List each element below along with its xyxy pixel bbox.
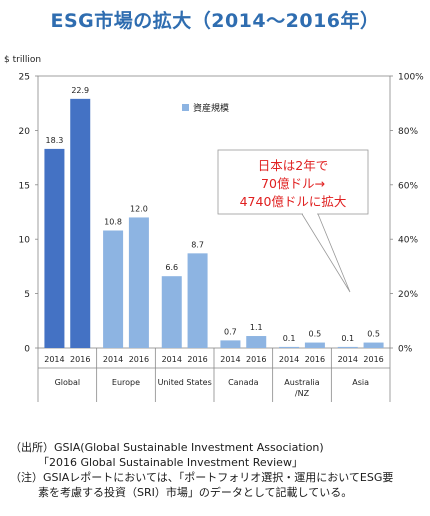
data-label: 0.7 <box>224 327 237 336</box>
bar-global-2014 <box>44 148 65 348</box>
note-continued-line: 素を考慮する投資（SRI）市場」のデータとして記載している。 <box>38 486 353 499</box>
year-tick-label: 2014 <box>338 355 358 364</box>
data-label: 1.1 <box>250 323 263 332</box>
year-tick-label: 2016 <box>363 355 383 364</box>
data-label: 22.9 <box>71 86 89 95</box>
y2-tick-label: 80% <box>398 127 418 137</box>
y2-tick-label: 20% <box>398 290 418 300</box>
source-notes: （出所）GSIA(Global Sustainable Investment A… <box>10 440 424 500</box>
year-tick-label: 2016 <box>187 355 207 364</box>
y2-tick-label: 0% <box>398 345 413 355</box>
year-tick-label: 2014 <box>279 355 299 364</box>
legend-swatch <box>182 104 189 111</box>
y-tick-label: 5 <box>24 290 30 300</box>
data-label: 0.5 <box>309 330 322 339</box>
bar-europe-2016 <box>128 217 149 348</box>
region-label: /NZ <box>295 389 310 398</box>
bar-asia-2014 <box>337 346 358 348</box>
year-tick-label: 2014 <box>220 355 240 364</box>
region-label: Australia <box>284 378 319 387</box>
data-label: 0.1 <box>341 334 354 343</box>
y2-tick-label: 40% <box>398 236 418 246</box>
y-tick-label: 0 <box>24 345 30 355</box>
y2-tick-label: 60% <box>398 181 418 191</box>
data-label: 12.0 <box>130 204 148 213</box>
year-tick-label: 2014 <box>44 355 64 364</box>
bar-asia-2016 <box>363 342 384 348</box>
year-tick-label: 2014 <box>103 355 123 364</box>
bar-australia-nz-2016 <box>304 342 325 348</box>
bar-australia-nz-2014 <box>279 346 300 348</box>
region-label: Global <box>55 378 81 387</box>
y-tick-label: 25 <box>19 73 30 83</box>
y-tick-label: 20 <box>19 127 31 137</box>
callout-text: 4740億ドルに拡大 <box>240 194 347 209</box>
region-label: Asia <box>352 378 369 387</box>
note-line: （注）GSIAレポートにおいては、「ポートフォリオ選択・運用においてESG要 <box>10 471 394 484</box>
region-label: Canada <box>228 378 259 387</box>
year-tick-label: 2016 <box>305 355 325 364</box>
source-report-line: 「2016 Global Sustainable Investment Revi… <box>38 456 303 469</box>
data-label: 18.3 <box>46 136 64 145</box>
bar-united-states-2014 <box>161 276 182 348</box>
source-line: （出所）GSIA(Global Sustainable Investment A… <box>10 441 324 454</box>
y-tick-label: 15 <box>19 181 30 191</box>
chart-title: ESG市場の拡大（2014～2016年） <box>50 10 380 32</box>
year-tick-label: 2016 <box>70 355 90 364</box>
data-label: 8.7 <box>191 240 204 249</box>
data-label: 0.5 <box>367 330 380 339</box>
data-label: 10.8 <box>104 217 122 226</box>
year-tick-label: 2014 <box>162 355 182 364</box>
bar-united-states-2016 <box>187 253 208 348</box>
year-tick-label: 2016 <box>129 355 149 364</box>
legend-label: 資産規模 <box>193 102 229 114</box>
callout-text: 70億ドル→ <box>261 176 325 191</box>
bar-global-2016 <box>70 98 91 349</box>
region-label: United States <box>158 378 212 387</box>
y2-tick-label: 100% <box>398 73 424 83</box>
data-label: 6.6 <box>165 263 178 272</box>
bar-canada-2014 <box>220 340 241 348</box>
region-label: Europe <box>112 378 140 387</box>
year-tick-label: 2016 <box>246 355 266 364</box>
callout-box <box>217 149 369 215</box>
data-label: 0.1 <box>283 334 296 343</box>
bar-chart: $ trillion 0 5 10 15 20 25 0% 20% 40% 60% 80% 100% 18… <box>4 55 424 402</box>
bar-europe-2014 <box>103 230 124 348</box>
callout-text: 日本は2年で <box>258 158 328 173</box>
callout-pointer <box>301 213 351 293</box>
y-tick-label: 10 <box>19 236 31 246</box>
y-axis-unit-label: $ trillion <box>4 55 41 65</box>
bar-canada-2016 <box>246 336 267 348</box>
